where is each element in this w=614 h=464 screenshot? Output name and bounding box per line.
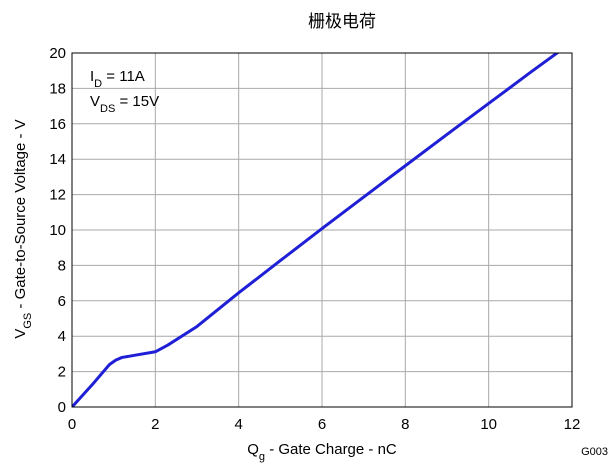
chart-title: 栅极电荷 <box>308 12 376 32</box>
y-tick-label: 18 <box>49 80 66 97</box>
y-tick-label: 20 <box>49 45 66 62</box>
y-tick-labels: 0 2 4 6 8 10 12 14 16 18 20 <box>49 45 66 416</box>
y-tick-label: 12 <box>49 187 66 204</box>
x-axis-label: Qg - Gate Charge - nC <box>247 441 397 463</box>
y-axis-label: VGS - Gate-to-Source Voltage - V <box>12 119 34 338</box>
series-layer <box>72 53 560 407</box>
x-tick-label: 10 <box>480 416 497 433</box>
x-tick-label: 0 <box>68 416 76 433</box>
x-tick-labels: 0 2 4 6 8 10 12 <box>68 416 581 433</box>
x-tick-label: 6 <box>318 416 326 433</box>
id-annotation: ID = 11A <box>90 68 145 90</box>
y-tick-label: 14 <box>49 151 66 168</box>
x-tick-label: 12 <box>564 416 581 433</box>
y-tick-label: 0 <box>58 399 66 416</box>
series-line-vgs <box>72 53 560 407</box>
y-tick-label: 16 <box>49 116 66 133</box>
plot-frame <box>71 52 573 408</box>
y-tick-label: 4 <box>58 328 66 345</box>
y-tick-label: 10 <box>49 222 66 239</box>
vds-annotation: VDS = 15V <box>90 93 159 115</box>
x-tick-label: 8 <box>401 416 409 433</box>
y-tick-label: 6 <box>58 293 66 310</box>
x-tick-label: 2 <box>151 416 159 433</box>
figure-code: G003 <box>581 446 608 458</box>
y-tick-label: 2 <box>58 364 66 381</box>
y-tick-label: 8 <box>58 257 66 274</box>
x-tick-label: 4 <box>234 416 242 433</box>
